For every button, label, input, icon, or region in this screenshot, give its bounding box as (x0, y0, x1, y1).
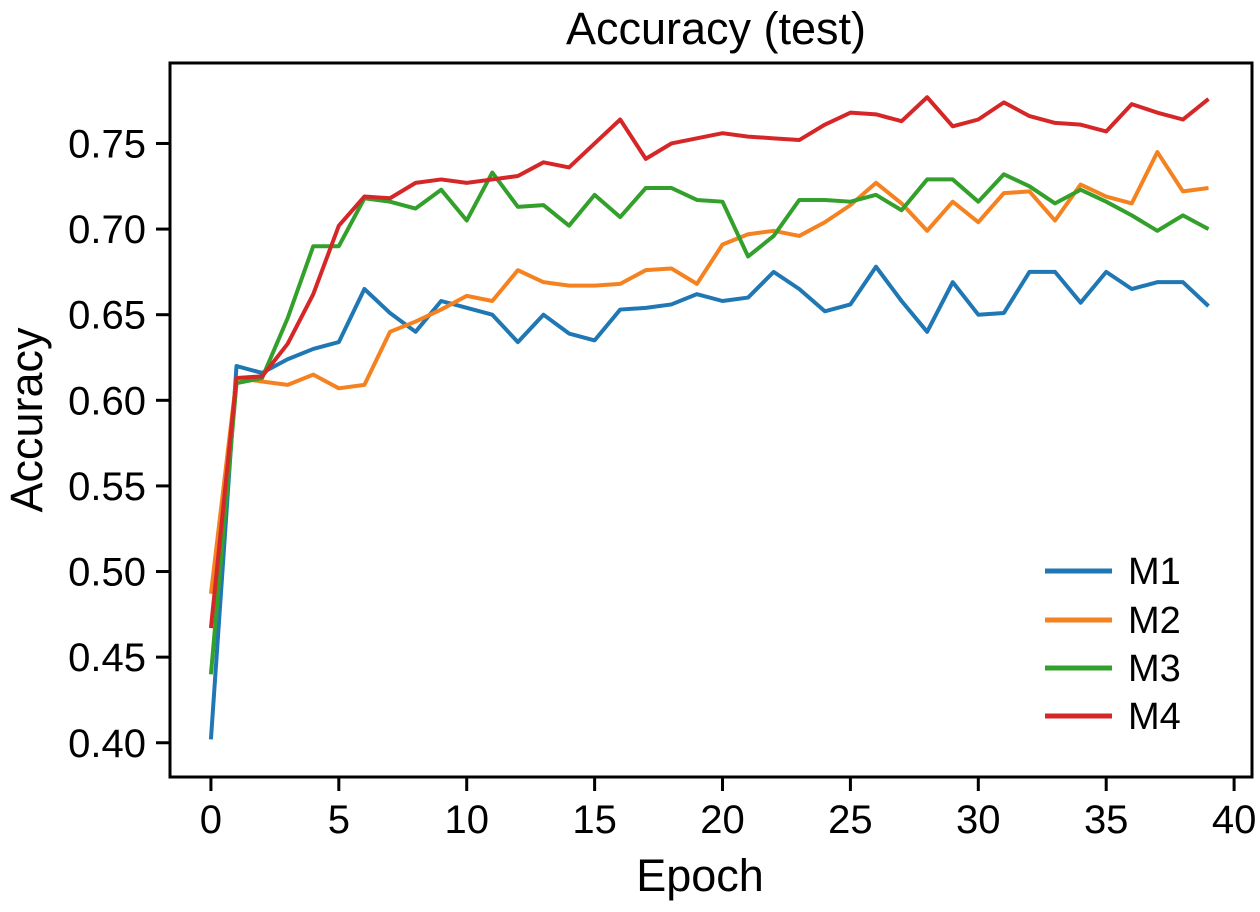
x-tick-label: 35 (1084, 798, 1129, 842)
y-tick-label: 0.70 (68, 208, 146, 252)
x-tick-label: 25 (828, 798, 873, 842)
x-axis-label: Epoch (636, 850, 764, 901)
legend-label-m2: M2 (1128, 600, 1181, 642)
plot-frame (168, 61, 1254, 779)
legend: M1 M2 M3 M4 (1045, 551, 1181, 738)
y-tick-label: 0.55 (68, 465, 146, 509)
y-tick-label: 0.60 (68, 379, 146, 423)
y-tick-label: 0.50 (68, 551, 146, 595)
x-tick-label: 15 (572, 798, 617, 842)
series-line-m1 (208, 264, 1210, 740)
x-tick-label: 5 (328, 798, 350, 842)
chart-title: Accuracy (test) (566, 3, 866, 54)
series-line-m3 (208, 170, 1210, 675)
x-tick-label: 30 (956, 798, 1001, 842)
legend-label-m4: M4 (1128, 696, 1181, 738)
y-tick-label: 0.75 (68, 122, 146, 166)
x-tick-label: 0 (200, 798, 222, 842)
x-tick-label: 20 (700, 798, 745, 842)
legend-label-m1: M1 (1128, 551, 1181, 593)
y-tick-label: 0.40 (68, 722, 146, 766)
y-tick-label: 0.65 (68, 294, 146, 338)
x-tick-label: 10 (444, 798, 489, 842)
series-line-m4 (208, 95, 1210, 629)
series-line-m2 (208, 150, 1209, 595)
y-axis-label: Accuracy (1, 327, 52, 513)
legend-label-m3: M3 (1128, 648, 1181, 690)
y-tick-label: 0.45 (68, 636, 146, 680)
x-tick-label: 40 (1212, 798, 1257, 842)
plot-area: 0 5 10 15 20 25 30 35 40 0.40 0.45 0.50 0.55 0.60 0.65… (68, 61, 1257, 842)
